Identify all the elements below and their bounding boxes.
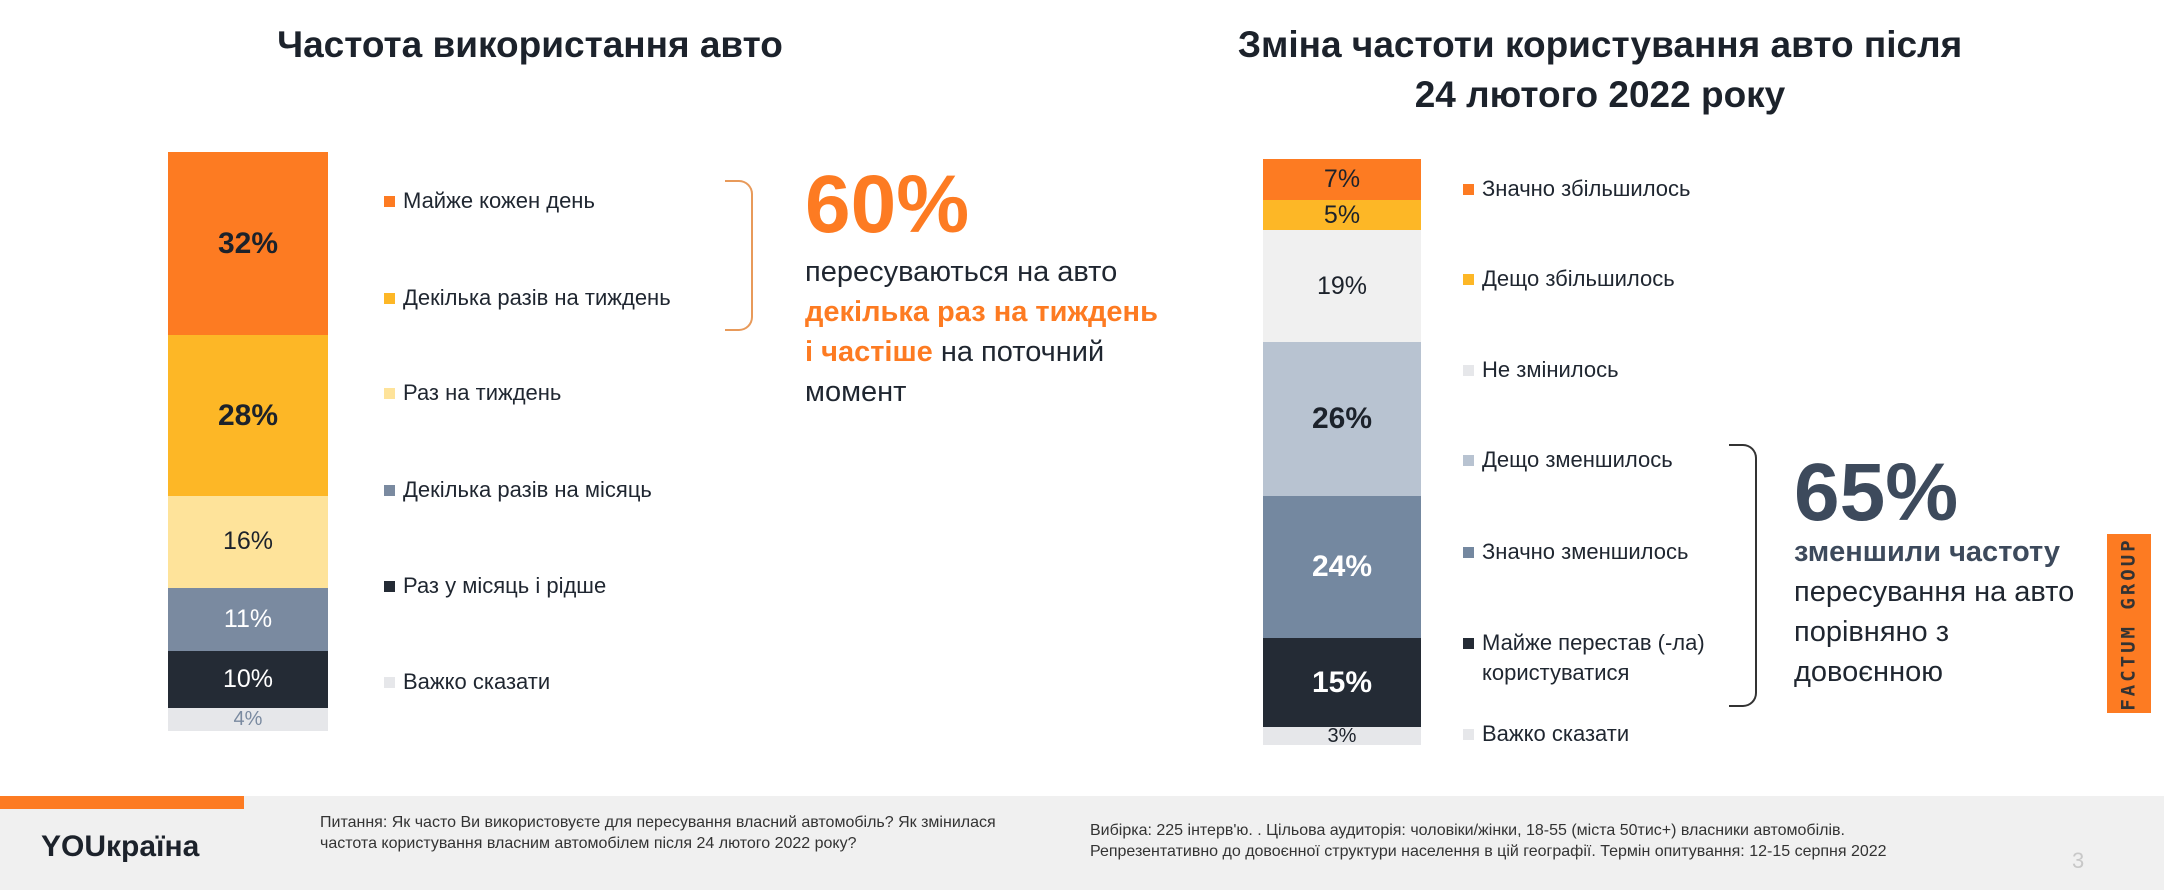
legend-item: Майже кожен день <box>384 186 595 216</box>
data-label: 26% <box>1311 402 1373 436</box>
legend-item: Дещо зменшилось <box>1463 445 1673 475</box>
legend-swatch <box>384 293 395 304</box>
legend-label: Значно зменшилось <box>1482 539 1689 564</box>
legend-item: Важко сказати <box>384 667 550 697</box>
legend-label: Важко сказати <box>1482 721 1630 746</box>
legend-item: Дещо збільшилось <box>1463 264 1675 294</box>
legend-item: Декілька разів на місяць <box>384 475 652 505</box>
legend-swatch <box>384 388 395 399</box>
data-label: 3% <box>1327 724 1357 747</box>
data-label: 24% <box>1311 550 1373 584</box>
callout1-highlight: декілька раз на тиждень і частіше <box>805 296 1158 368</box>
legend-swatch <box>1463 274 1474 285</box>
bar-segment: 16% <box>168 495 328 588</box>
bracket-60 <box>725 180 753 331</box>
legend-swatch <box>1463 184 1474 195</box>
page-number: 3 <box>2072 848 2085 873</box>
bar-segment: 19% <box>1263 230 1421 343</box>
callout1-value: 60% <box>805 159 970 250</box>
bar-segment: 15% <box>1263 638 1421 728</box>
chart2-title-line1: Зміна частоти користування авто після <box>1237 24 1963 65</box>
data-label: 4% <box>233 708 263 731</box>
stacked-bar-usage-frequency: 32% 28% 16% 11% 10% 4% <box>168 152 328 731</box>
legend-label: Майже кожен день <box>403 188 595 213</box>
chart2-title: Зміна частоти користування авто після 24… <box>1150 20 2050 120</box>
bar-segment: 24% <box>1263 496 1421 639</box>
legend-item: Значно зменшилось <box>1463 537 1688 567</box>
bracket-65 <box>1729 444 1757 707</box>
legend-label: Дещо збільшилось <box>1482 266 1675 291</box>
callout1-text: пересуваються на авто декілька раз на ти… <box>805 252 1165 412</box>
legend-swatch <box>384 677 395 688</box>
footer: YOUкраїна Питання: Як часто Ви використо… <box>0 796 2164 890</box>
legend-item: Декілька разів на тиждень <box>384 283 671 313</box>
callout2-text-after: пересування на авто порівняно з довоєнно… <box>1794 576 2075 688</box>
bar-segment: 26% <box>1263 342 1421 497</box>
bar-segment: 10% <box>168 650 328 709</box>
legend-swatch <box>1463 365 1474 376</box>
bar-segment: 7% <box>1263 159 1421 201</box>
bar-segment: 28% <box>168 335 328 496</box>
legend-item: Раз на тиждень <box>384 378 561 408</box>
callout1-text-before: пересуваються на авто <box>805 256 1118 288</box>
footer-sample-line1: Вибірка: 225 інтерв'ю. . Цільова аудитор… <box>1090 822 1845 839</box>
stacked-bar-frequency-change: 7% 5% 19% 26% 24% 15% 3% <box>1263 159 1421 747</box>
legend-swatch <box>384 581 395 592</box>
data-label: 28% <box>217 398 279 432</box>
legend-label: Значно збільшилось <box>1482 176 1691 201</box>
legend-label: Майже перестав (-ла) користуватися <box>1482 630 1705 685</box>
bar-segment: 11% <box>168 587 328 651</box>
footer-sample: Вибірка: 225 інтерв'ю. . Цільова аудитор… <box>1090 820 2050 862</box>
legend-swatch <box>1463 729 1474 740</box>
legend-label: Декілька разів на місяць <box>403 477 652 502</box>
data-label: 32% <box>217 226 279 260</box>
legend-swatch <box>384 485 395 496</box>
legend-label: Важко сказати <box>403 669 551 694</box>
legend-label: Раз у місяць і рідше <box>403 573 607 598</box>
data-label: 5% <box>1323 200 1361 229</box>
youkraina-logo: YOUкраїна <box>41 830 200 863</box>
bar-segment: 5% <box>1263 200 1421 231</box>
chart2-title-line2: 24 лютого 2022 року <box>1414 74 1786 115</box>
data-label: 11% <box>223 604 273 633</box>
data-label: 7% <box>1323 165 1361 194</box>
legend-swatch <box>1463 547 1474 558</box>
footer-question: Питання: Як часто Ви використовуєте для … <box>320 814 996 852</box>
legend-label: Дещо зменшилось <box>1482 447 1673 472</box>
bar-segment: 4% <box>168 708 328 731</box>
data-label: 15% <box>1311 665 1373 699</box>
legend-swatch <box>1463 455 1474 466</box>
legend-label: Раз на тиждень <box>403 380 562 405</box>
data-label: 10% <box>222 664 274 693</box>
bar-segment: 3% <box>1263 724 1421 747</box>
factum-logo: FACTUM GROUP <box>2107 534 2151 713</box>
legend-label: Декілька разів на тиждень <box>403 285 671 310</box>
legend-label: Не змінилось <box>1482 357 1619 382</box>
data-label: 16% <box>222 527 274 556</box>
footer-sample-line2: Репрезентативно до довоєнної структури н… <box>1090 843 1887 860</box>
callout2-text: зменшили частоту пересування на авто порі… <box>1794 532 2084 692</box>
legend-item: Не змінилось <box>1463 355 1619 385</box>
legend-item: Раз у місяць і рідше <box>384 571 606 601</box>
legend-item: Важко сказати <box>1463 719 1629 749</box>
footer-accent-bar <box>0 796 244 809</box>
bar-segment: 32% <box>168 152 328 336</box>
chart1-title: Частота використання авто <box>277 24 783 65</box>
callout1-text-after: на поточний момент <box>805 336 1105 408</box>
legend-item: Майже перестав (-ла) користуватися <box>1463 628 1753 688</box>
callout2-value: 65% <box>1794 447 1959 538</box>
legend-swatch <box>384 196 395 207</box>
callout2-highlight: зменшили частоту <box>1794 536 2061 568</box>
legend-swatch <box>1463 638 1474 649</box>
data-label: 19% <box>1316 271 1368 300</box>
legend-item: Значно збільшилось <box>1463 174 1691 204</box>
